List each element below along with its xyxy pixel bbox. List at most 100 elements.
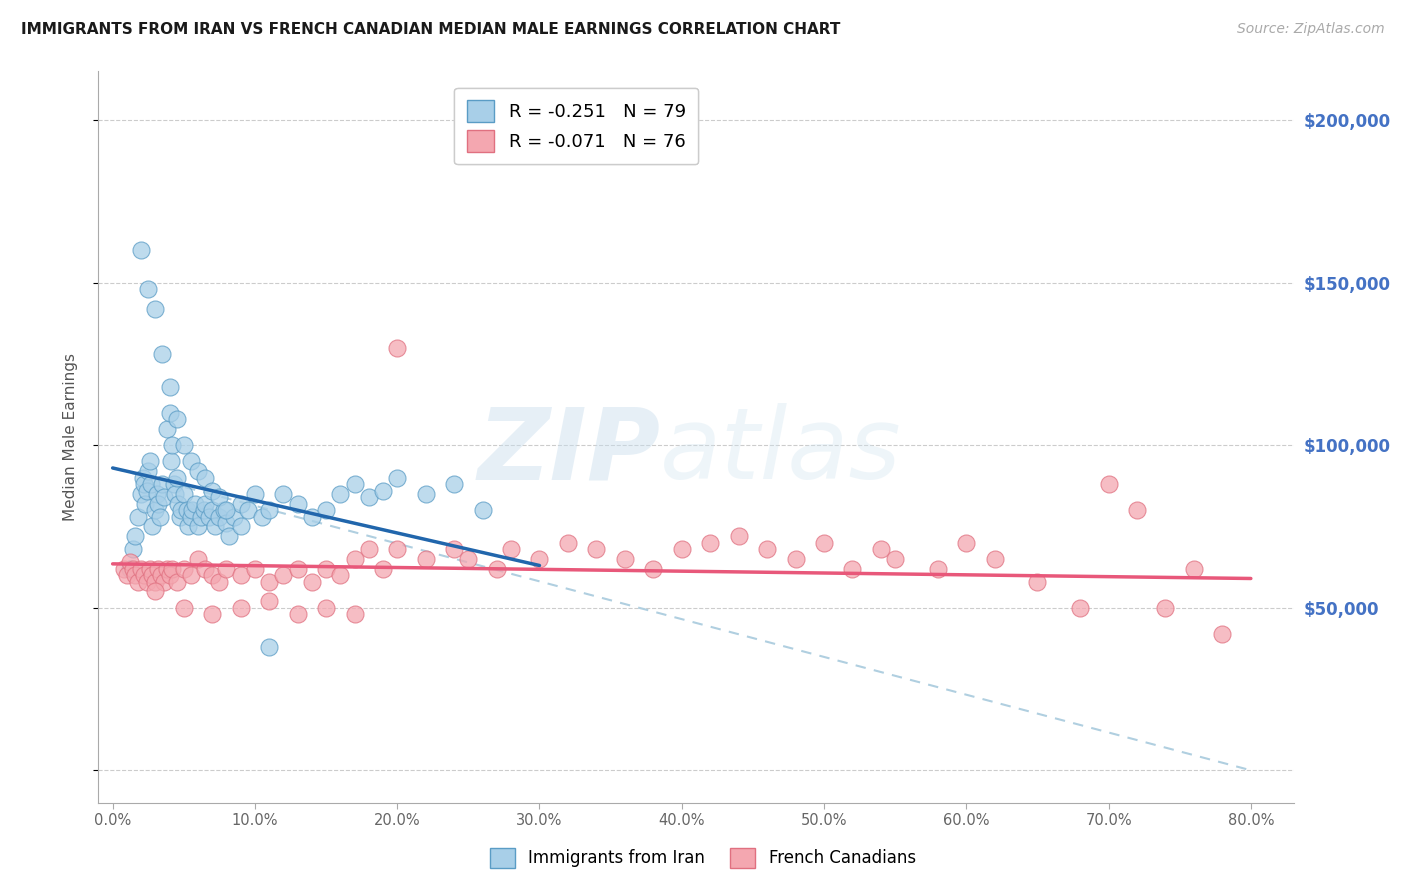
- Point: [190, 509, 212, 524]
- Legend: R = -0.251   N = 79, R = -0.071   N = 76: R = -0.251 N = 79, R = -0.071 N = 76: [454, 87, 699, 164]
- Point: [135, 574, 157, 589]
- Point: [215, 503, 238, 517]
- Point: [159, 380, 181, 394]
- Point: [187, 552, 209, 566]
- Point: [170, 503, 193, 517]
- Point: [162, 438, 184, 452]
- Text: Source: ZipAtlas.com: Source: ZipAtlas.com: [1237, 22, 1385, 37]
- Point: [201, 568, 224, 582]
- Point: [343, 607, 366, 622]
- Point: [115, 568, 138, 582]
- Point: [112, 562, 135, 576]
- Point: [557, 535, 579, 549]
- Point: [169, 509, 191, 524]
- Point: [243, 562, 266, 576]
- Point: [229, 600, 252, 615]
- Point: [257, 503, 280, 517]
- Point: [177, 519, 200, 533]
- Point: [257, 594, 280, 608]
- Point: [173, 487, 195, 501]
- Point: [371, 483, 394, 498]
- Point: [329, 568, 352, 582]
- Point: [385, 471, 409, 485]
- Point: [1126, 503, 1149, 517]
- Point: [229, 519, 252, 533]
- Point: [329, 487, 352, 501]
- Point: [138, 562, 160, 576]
- Point: [457, 552, 479, 566]
- Point: [699, 535, 721, 549]
- Point: [181, 503, 204, 517]
- Point: [198, 509, 221, 524]
- Point: [371, 562, 394, 576]
- Point: [193, 503, 215, 517]
- Point: [132, 568, 155, 582]
- Point: [1182, 562, 1205, 576]
- Point: [257, 574, 280, 589]
- Point: [173, 600, 195, 615]
- Point: [143, 503, 166, 517]
- Point: [870, 542, 893, 557]
- Point: [204, 519, 226, 533]
- Point: [343, 477, 366, 491]
- Legend: Immigrants from Iran, French Canadians: Immigrants from Iran, French Canadians: [484, 841, 922, 875]
- Point: [121, 562, 143, 576]
- Point: [385, 341, 409, 355]
- Point: [841, 562, 863, 576]
- Point: [222, 509, 245, 524]
- Point: [273, 487, 295, 501]
- Point: [756, 542, 779, 557]
- Point: [215, 516, 238, 531]
- Point: [315, 503, 337, 517]
- Point: [134, 497, 156, 511]
- Point: [152, 477, 174, 491]
- Point: [643, 562, 665, 576]
- Point: [145, 487, 167, 501]
- Point: [135, 483, 157, 498]
- Point: [124, 529, 146, 543]
- Point: [127, 509, 149, 524]
- Point: [357, 490, 380, 504]
- Point: [162, 562, 184, 576]
- Point: [1097, 477, 1119, 491]
- Point: [884, 552, 907, 566]
- Point: [785, 552, 807, 566]
- Point: [152, 347, 174, 361]
- Point: [287, 607, 309, 622]
- Point: [180, 509, 202, 524]
- Point: [415, 487, 437, 501]
- Point: [143, 301, 166, 316]
- Point: [1154, 600, 1177, 615]
- Point: [143, 574, 166, 589]
- Point: [613, 552, 636, 566]
- Point: [184, 497, 207, 511]
- Point: [148, 562, 170, 576]
- Point: [139, 477, 162, 491]
- Point: [727, 529, 749, 543]
- Point: [160, 454, 183, 468]
- Point: [443, 542, 465, 557]
- Point: [132, 477, 155, 491]
- Point: [218, 529, 240, 543]
- Point: [229, 568, 252, 582]
- Point: [187, 519, 209, 533]
- Point: [257, 640, 280, 654]
- Text: atlas: atlas: [661, 403, 901, 500]
- Point: [229, 497, 252, 511]
- Point: [343, 552, 366, 566]
- Point: [148, 497, 170, 511]
- Point: [201, 503, 224, 517]
- Point: [955, 535, 977, 549]
- Point: [201, 483, 224, 498]
- Point: [287, 497, 309, 511]
- Point: [163, 477, 186, 491]
- Text: IMMIGRANTS FROM IRAN VS FRENCH CANADIAN MEDIAN MALE EARNINGS CORRELATION CHART: IMMIGRANTS FROM IRAN VS FRENCH CANADIAN …: [21, 22, 841, 37]
- Point: [201, 607, 224, 622]
- Point: [194, 497, 217, 511]
- Point: [129, 487, 152, 501]
- Point: [143, 584, 166, 599]
- Y-axis label: Median Male Earnings: Median Male Earnings: [63, 353, 77, 521]
- Point: [315, 562, 337, 576]
- Point: [166, 574, 188, 589]
- Point: [159, 568, 181, 582]
